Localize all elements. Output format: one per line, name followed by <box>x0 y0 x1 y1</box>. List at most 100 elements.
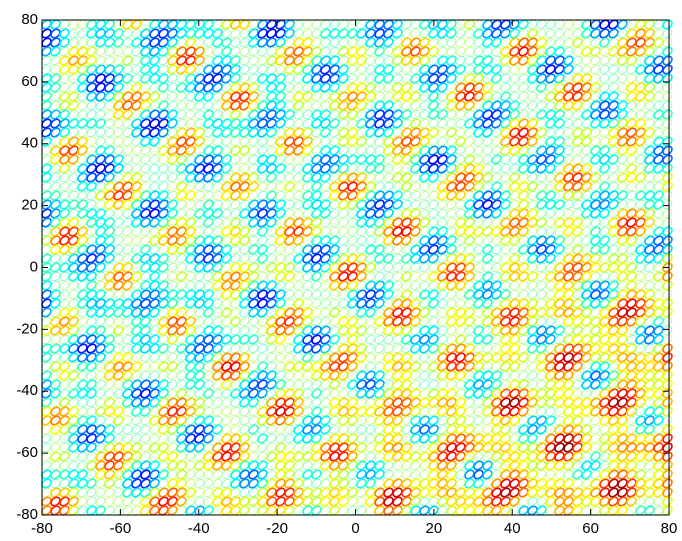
contour-blob <box>662 55 673 66</box>
contour-blob <box>311 19 322 30</box>
contour-blob <box>176 55 187 66</box>
contour-blob <box>446 82 457 93</box>
contour-blob <box>356 127 367 138</box>
contour-blob <box>545 127 556 138</box>
contour-blob <box>167 136 178 147</box>
contour-blob <box>401 19 412 30</box>
contour-blob <box>50 109 61 120</box>
contour-blob <box>266 28 277 39</box>
contour-blob <box>212 28 223 39</box>
contour-blob <box>428 55 439 66</box>
contour-blob <box>275 46 286 57</box>
contour-blob <box>608 19 619 30</box>
contour-blob <box>248 37 259 48</box>
contour-blob <box>140 100 151 111</box>
contour-blob <box>77 73 88 84</box>
contour-blob <box>590 82 601 93</box>
contour-blob <box>527 46 538 57</box>
contour-blob <box>536 82 547 93</box>
contour-blob <box>293 118 304 129</box>
x-tick-label: -60 <box>110 520 132 537</box>
contour-blob <box>473 127 484 138</box>
contour-blob <box>86 118 97 129</box>
contour-blob <box>104 73 115 84</box>
contour-blob <box>203 55 214 66</box>
contour-blob <box>509 46 520 57</box>
contour-blob <box>194 73 205 84</box>
contour-blob <box>482 100 493 111</box>
contour-blob <box>185 100 196 111</box>
contour-blob <box>239 19 250 30</box>
contour-blob <box>257 19 268 30</box>
contour-blob <box>527 55 538 66</box>
contour-blob <box>365 100 376 111</box>
contour-blob <box>293 55 304 66</box>
contour-blob <box>113 127 124 138</box>
contour-blob <box>41 28 52 39</box>
contour-blob <box>662 46 673 57</box>
contour-blob <box>86 64 97 75</box>
contour-blob <box>167 55 178 66</box>
contour-blob <box>248 82 259 93</box>
contour-blob <box>41 118 52 129</box>
contour-blob <box>374 64 385 75</box>
contour-blob <box>482 91 493 102</box>
contour-blob <box>599 19 610 30</box>
contour-blob <box>446 118 457 129</box>
contour-blob <box>266 82 277 93</box>
contour-blob <box>86 46 97 57</box>
contour-blob <box>545 28 556 39</box>
contour-blob <box>203 73 214 84</box>
contour-blob <box>491 91 502 102</box>
contour-blob <box>95 55 106 66</box>
contour-blob <box>302 55 313 66</box>
contour-blob <box>518 100 529 111</box>
contour-blob <box>293 91 304 102</box>
contour-blob <box>50 100 61 111</box>
contour-blob <box>257 73 268 84</box>
contour-blob <box>473 19 484 30</box>
contour-blob <box>329 118 340 129</box>
contour-blob <box>518 91 529 102</box>
contour-blob <box>365 28 376 39</box>
contour-blob <box>140 109 151 120</box>
contour-blob <box>581 91 592 102</box>
contour-blob <box>401 37 412 48</box>
contour-blob <box>518 28 529 39</box>
contour-blob <box>662 64 673 75</box>
contour-blob <box>203 127 214 138</box>
contour-blob <box>392 37 403 48</box>
contour-blob <box>572 127 583 138</box>
contour-blob <box>113 64 124 75</box>
contour-blob <box>68 28 79 39</box>
contour-blob <box>158 127 169 138</box>
contour-blob <box>608 64 619 75</box>
contour-blob <box>437 28 448 39</box>
contour-blob <box>266 19 277 30</box>
contour-blob <box>176 46 187 57</box>
contour-blob <box>554 19 565 30</box>
contour-blob <box>230 109 241 120</box>
contour-blob <box>446 46 457 57</box>
contour-blob <box>329 46 340 57</box>
contour-blob <box>374 19 385 30</box>
contour-blob <box>572 91 583 102</box>
contour-blob <box>122 64 133 75</box>
contour-blob <box>599 118 610 129</box>
contour-blob <box>473 28 484 39</box>
contour-blob <box>491 73 502 84</box>
contour-blob <box>590 37 601 48</box>
contour-blob <box>581 118 592 129</box>
contour-blob <box>131 55 142 66</box>
contour-blob <box>230 28 241 39</box>
contour-blob <box>320 37 331 48</box>
contour-blob <box>86 55 97 66</box>
contour-blob <box>491 100 502 111</box>
contour-blob <box>581 109 592 120</box>
contour-blob <box>176 127 187 138</box>
contour-blob <box>311 109 322 120</box>
contour-blob <box>77 28 88 39</box>
x-tick-label: 0 <box>351 520 359 537</box>
contour-blob <box>356 64 367 75</box>
contour-blob <box>131 109 142 120</box>
